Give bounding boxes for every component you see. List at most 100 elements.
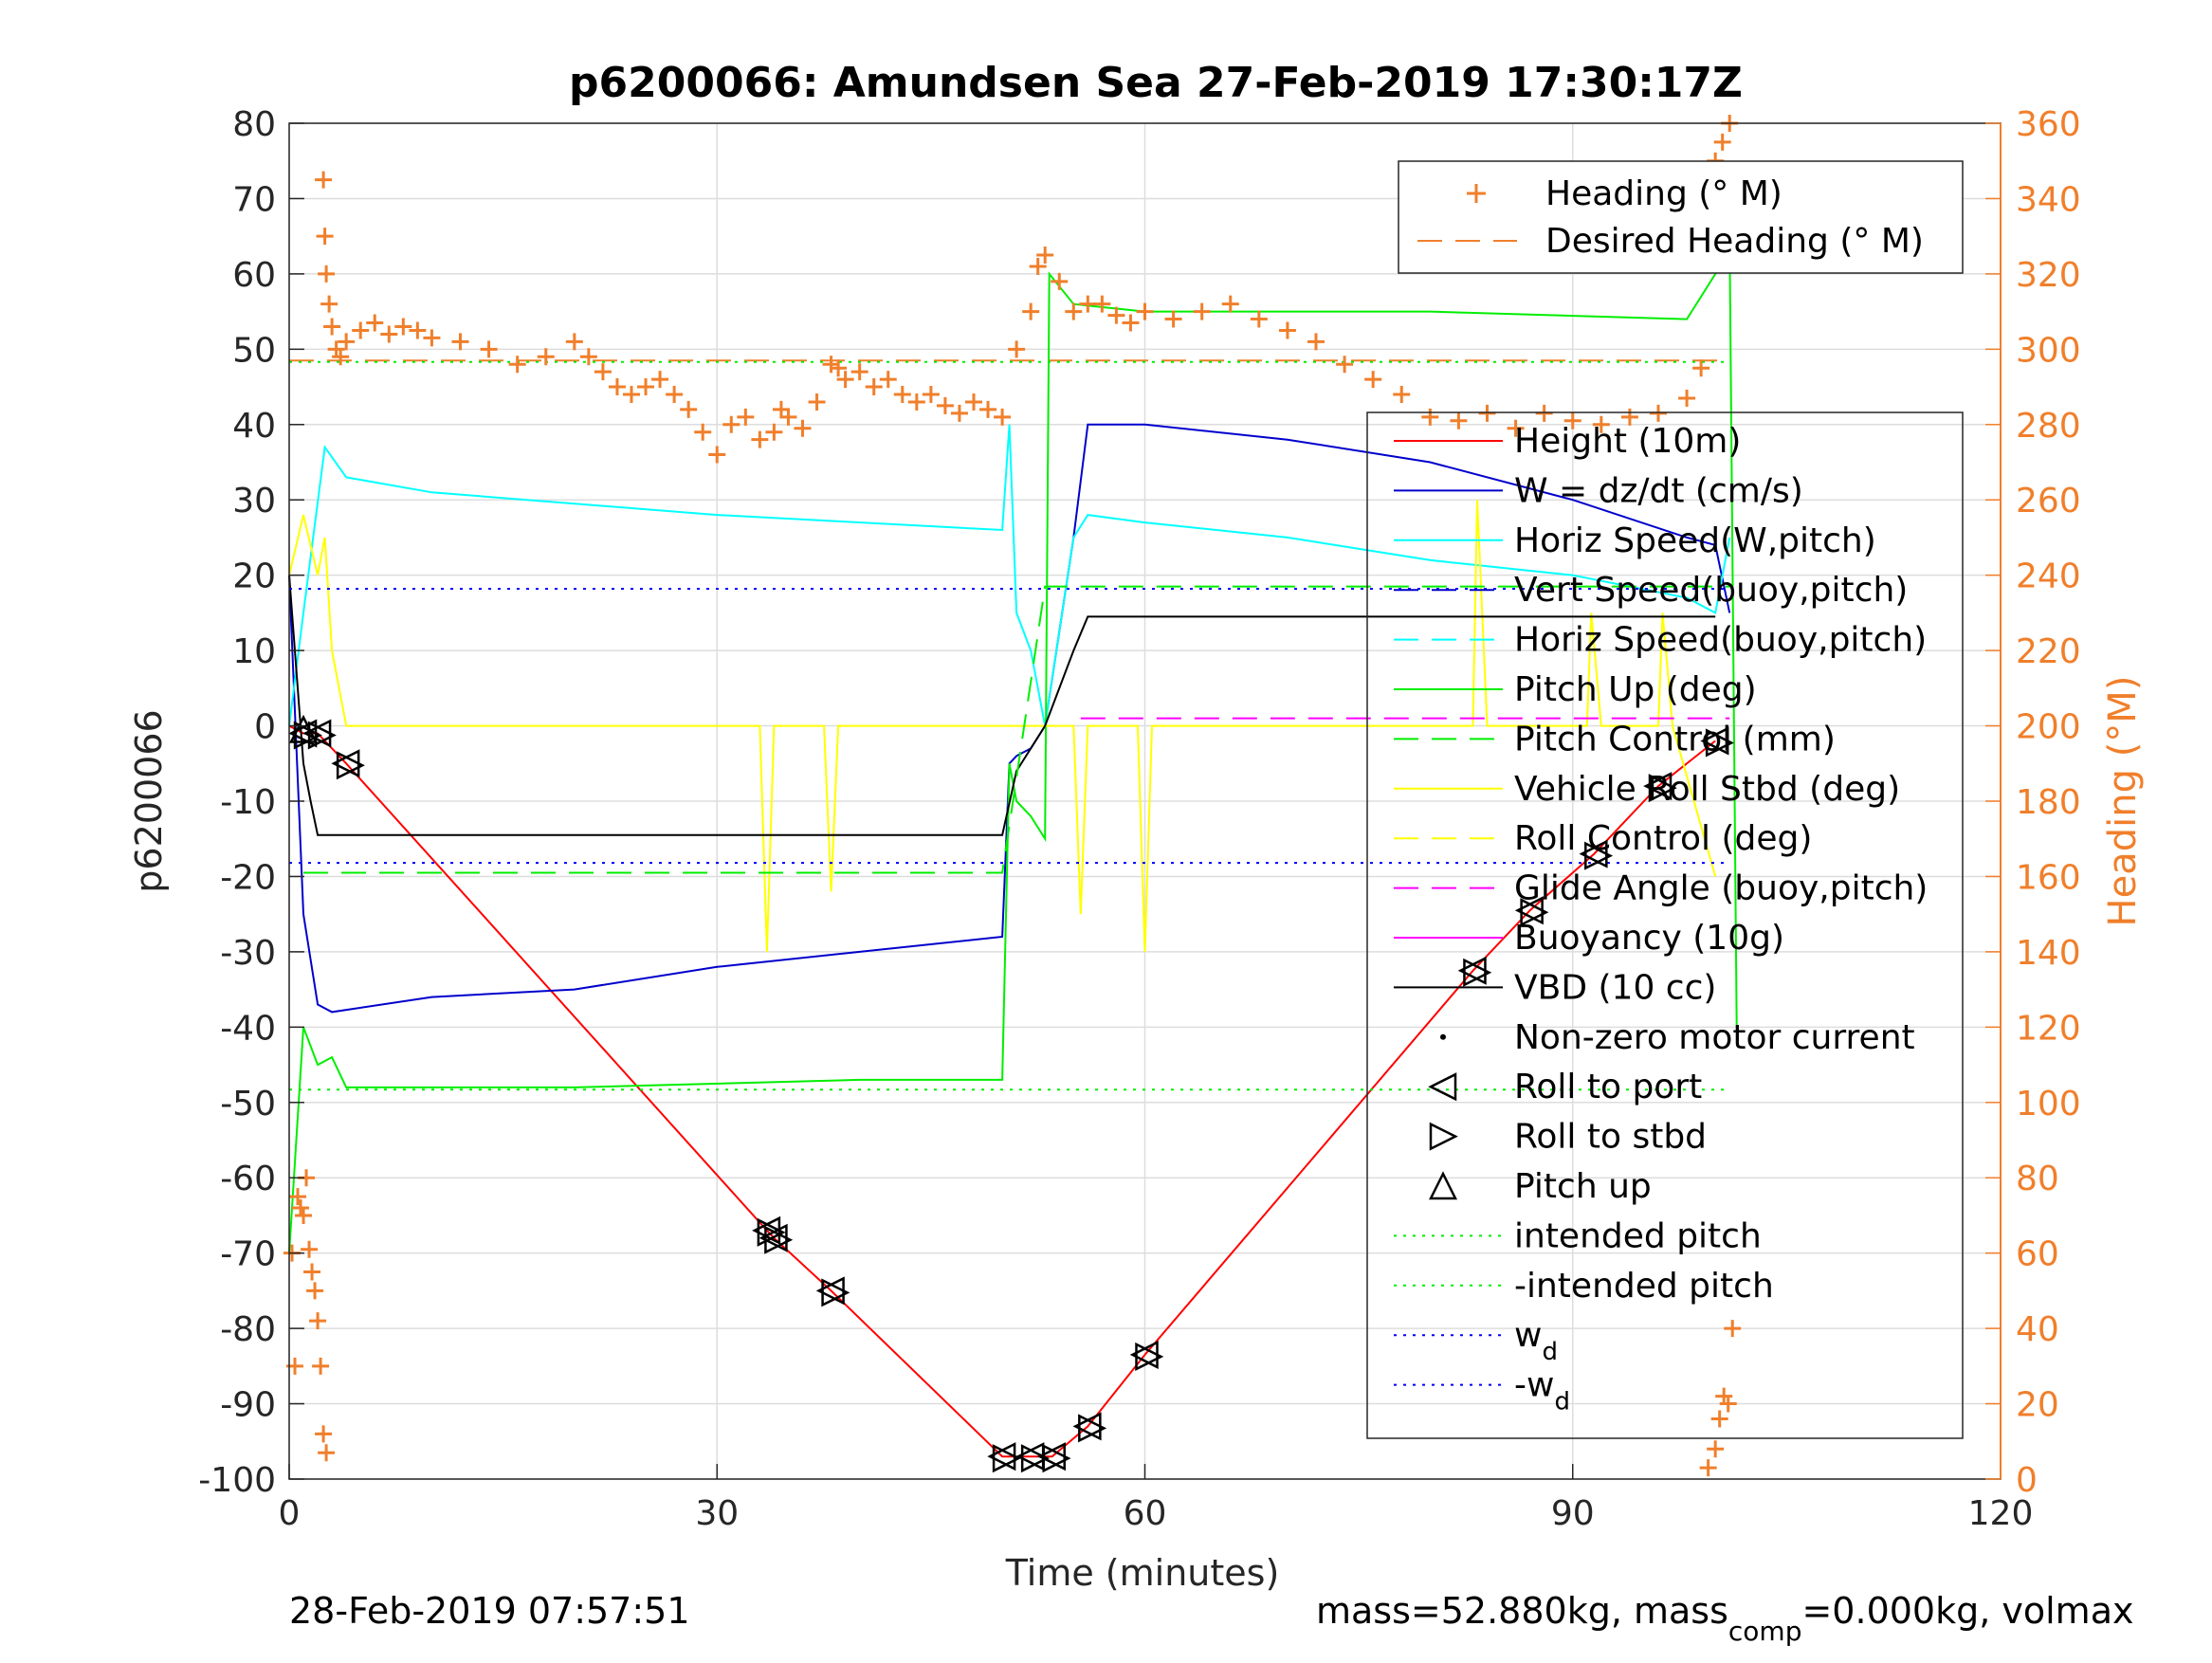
y-left-tick-label: -100 xyxy=(198,1461,276,1500)
heading-point xyxy=(694,423,712,441)
heading-point xyxy=(1193,302,1211,320)
y-right-tick-label: 340 xyxy=(2016,180,2081,219)
legend-main-symbol xyxy=(1428,1171,1458,1200)
heading-point xyxy=(907,393,925,411)
heading-point xyxy=(303,1263,321,1281)
legend-heading-label: Desired Heading (° M) xyxy=(1545,222,1924,261)
x-tick-label: 90 xyxy=(1551,1494,1595,1533)
series-line xyxy=(288,500,1717,952)
y-right-tick-label: 240 xyxy=(2016,557,2081,596)
y-left-tick-label: 10 xyxy=(232,632,276,671)
legend-main-label: Horiz Speed(W,pitch) xyxy=(1514,521,1876,560)
heading-point xyxy=(332,348,350,366)
roll-to-stbd-marker xyxy=(307,721,337,750)
legend-heading-symbol xyxy=(1467,184,1486,203)
x-tick-label: 60 xyxy=(1124,1494,1167,1533)
heading-point xyxy=(1008,340,1026,358)
heading-point xyxy=(608,378,626,396)
legend-main-label: Pitch Up (deg) xyxy=(1514,670,1757,709)
heading-point xyxy=(1079,295,1097,313)
heading-point xyxy=(565,333,583,351)
footer-mass-info: mass=52.880kg, masscomp=0.000kg, volmax xyxy=(1316,1590,2133,1647)
legend-main-label: Pitch Control (mm) xyxy=(1514,720,1836,758)
legend-main-label: Non-zero motor current xyxy=(1514,1018,1915,1057)
heading-point xyxy=(315,171,333,189)
y-right-tick-label: 360 xyxy=(2016,105,2081,144)
roll-to-stbd-marker xyxy=(1705,728,1734,758)
heading-point xyxy=(965,393,982,411)
legend-main-symbol xyxy=(1440,1033,1446,1040)
heading-point xyxy=(1036,247,1054,265)
heading-point xyxy=(1065,302,1083,320)
y-right-tick-label: 160 xyxy=(2016,858,2081,897)
legend-heading-box xyxy=(1398,160,1964,274)
heading-point xyxy=(318,1444,336,1462)
y-left-tick-label: -70 xyxy=(220,1235,276,1274)
heading-point xyxy=(318,265,336,283)
heading-point xyxy=(751,430,769,448)
y-right-tick-label: 300 xyxy=(2016,331,2081,370)
heading-point xyxy=(380,325,398,343)
legend-main-label: intended pitch xyxy=(1514,1216,1762,1255)
series-line xyxy=(288,424,1731,726)
heading-point xyxy=(666,386,684,403)
legend-main-label: Vert Speed(buoy,pitch) xyxy=(1514,571,1908,610)
roll-to-stbd-marker xyxy=(1584,841,1614,870)
heading-point xyxy=(1713,133,1731,151)
heading-point xyxy=(1724,1320,1742,1338)
heading-point xyxy=(1107,306,1125,324)
heading-point xyxy=(1699,1459,1717,1477)
y-left-tick-label: 70 xyxy=(232,180,276,219)
y-right-tick-label: 280 xyxy=(2016,407,2081,446)
heading-point xyxy=(623,386,640,403)
y-right-tick-label: 80 xyxy=(2016,1160,2059,1198)
legend-main-label: Vehicle Roll Stbd (deg) xyxy=(1514,770,1900,809)
heading-point xyxy=(879,371,897,389)
heading-point xyxy=(323,318,341,336)
heading-point xyxy=(737,408,755,426)
legend-heading-label: Heading (° M) xyxy=(1545,174,1782,213)
roll-to-stbd-marker xyxy=(1078,1414,1107,1443)
heading-point xyxy=(1393,386,1411,403)
legends: Heading (° M) Desired Heading (° M) Height… xyxy=(1366,160,1964,1439)
x-tick-label: 30 xyxy=(695,1494,739,1533)
heading-point xyxy=(772,400,790,418)
y-left-tick-label: -60 xyxy=(220,1160,276,1198)
y-right-tick-label: 100 xyxy=(2016,1085,2081,1124)
heading-point xyxy=(922,386,940,403)
heading-point xyxy=(1093,295,1111,313)
series-markers xyxy=(283,115,1742,1477)
heading-point xyxy=(794,419,812,437)
heading-point xyxy=(893,386,911,403)
legend-main-label: -intended pitch xyxy=(1514,1267,1774,1306)
legend-main-box xyxy=(1366,411,1964,1439)
heading-point xyxy=(508,356,526,374)
legend-main-label: Buoyancy (10g) xyxy=(1514,919,1784,958)
y-right-tick-label: 320 xyxy=(2016,256,2081,295)
heading-point xyxy=(1563,411,1581,429)
footer-mass-part2: =0.000kg, volmax xyxy=(1801,1590,2133,1632)
heading-point xyxy=(295,1206,313,1224)
heading-point xyxy=(1650,404,1667,422)
heading-point xyxy=(1507,419,1525,437)
y-right-tick-label: 120 xyxy=(2016,1009,2081,1048)
legend-main-label: Glide Angle (buoy,pitch) xyxy=(1514,869,1928,908)
heading-point xyxy=(423,329,441,347)
y-left-tick-label: 30 xyxy=(232,482,276,521)
legend-main-label: Height (10m) xyxy=(1514,422,1741,461)
heading-point xyxy=(301,1240,319,1258)
y-left-tick-label: 0 xyxy=(254,708,276,747)
heading-point xyxy=(1620,408,1638,426)
legend-main-label: Roll Control (deg) xyxy=(1514,819,1812,858)
heading-point xyxy=(1029,257,1047,275)
heading-point xyxy=(289,1188,307,1206)
heading-point xyxy=(537,348,555,366)
heading-point xyxy=(651,371,669,389)
heading-point xyxy=(306,1282,324,1300)
roll-to-stbd-marker xyxy=(764,1225,794,1254)
heading-point xyxy=(352,321,370,339)
y-right-tick-label: 20 xyxy=(2016,1386,2059,1425)
heading-point xyxy=(950,404,968,422)
footer-mass-sub: comp xyxy=(1728,1616,1802,1647)
heading-point xyxy=(1678,389,1696,407)
